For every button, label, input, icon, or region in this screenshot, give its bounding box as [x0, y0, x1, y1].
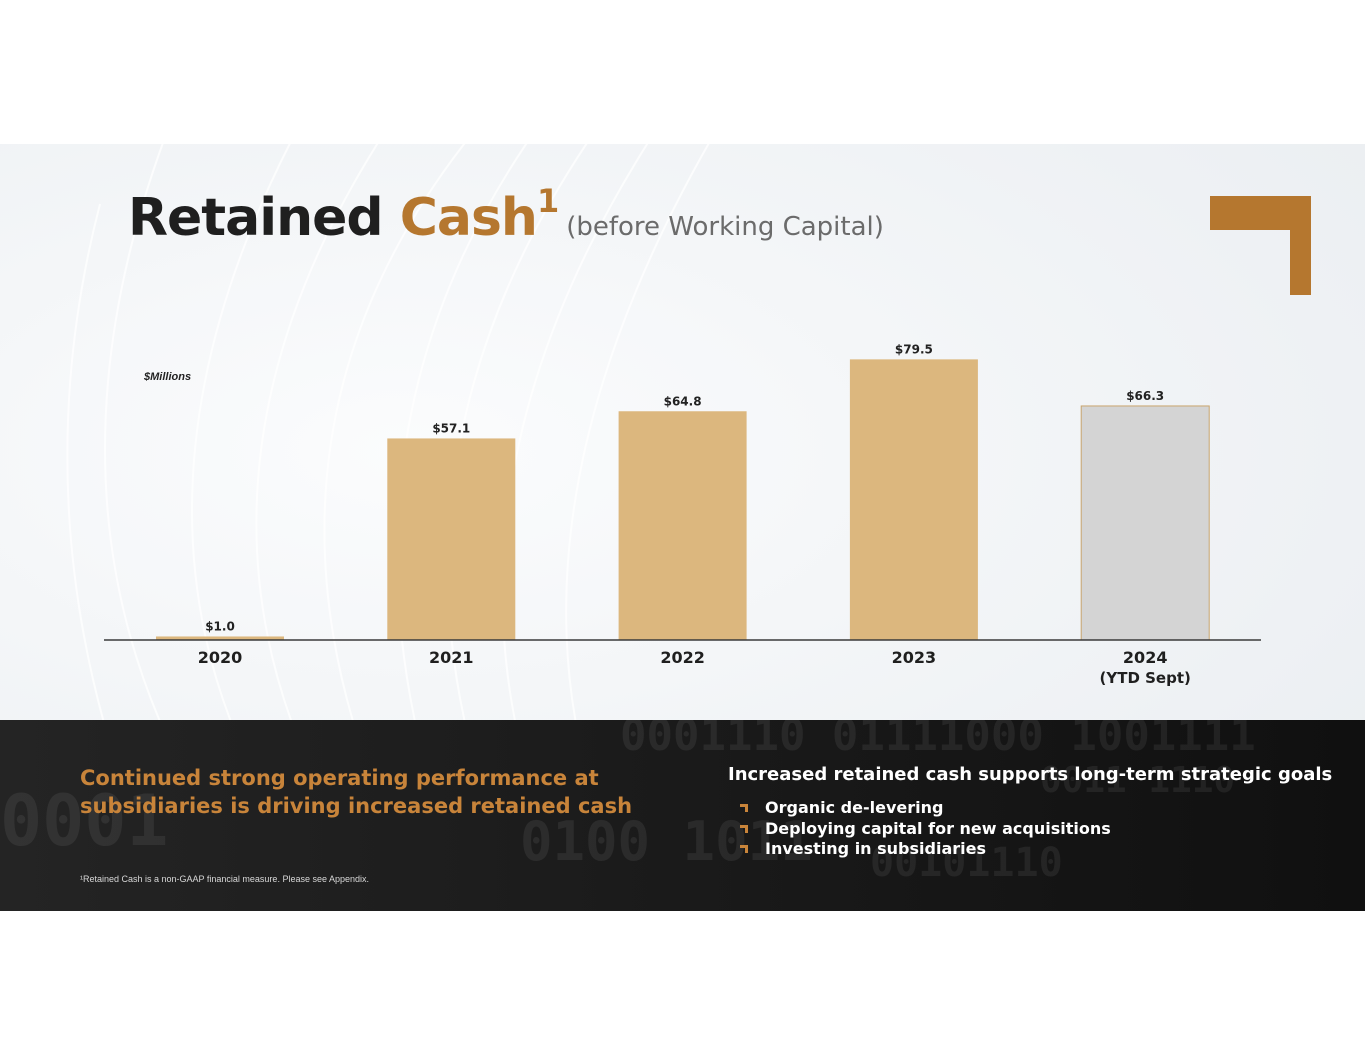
bar-2020	[156, 636, 284, 640]
bracket-bullet-icon	[740, 845, 748, 854]
binary-decoration: 0001	[0, 780, 169, 862]
data-label: $64.8	[664, 394, 702, 408]
x-tick-label: 2022	[660, 648, 705, 667]
goal-item: Organic de-levering	[740, 798, 1111, 819]
slide: Retained Cash1(before Working Capital) $…	[0, 144, 1365, 911]
bar-2024	[1080, 405, 1210, 641]
bar-2021	[387, 438, 516, 640]
title-accent: Cash1	[399, 182, 560, 248]
goals-title: Increased retained cash supports long-te…	[728, 764, 1333, 785]
footer-banner: 0001110 01111000 1001111 0011 1110 0100 …	[0, 720, 1365, 911]
corner-bracket-logo	[1210, 196, 1311, 295]
data-label: $1.0	[205, 619, 235, 633]
page-title: Retained Cash1(before Working Capital)	[128, 182, 884, 248]
binary-decoration: 00101110	[870, 840, 1063, 886]
goal-item: Deploying capital for new acquisitions	[740, 819, 1111, 840]
title-main: Retained	[128, 188, 400, 248]
data-label: $79.5	[895, 342, 933, 356]
goal-item: Investing in subsidiaries	[740, 839, 1111, 860]
title-subtitle: (before Working Capital)	[566, 212, 884, 242]
x-tick-label: 2021	[429, 648, 474, 667]
data-label: $66.3	[1126, 389, 1164, 403]
bracket-bullet-icon	[740, 824, 748, 833]
background-arcs	[66, 144, 710, 720]
bar-2023	[849, 359, 978, 640]
binary-decoration: 0100 1011	[520, 810, 813, 873]
x-tick-label: 2020	[198, 648, 243, 667]
unit-label: $Millions	[144, 371, 192, 383]
footnote: ¹Retained Cash is a non-GAAP financial m…	[80, 874, 370, 884]
bar-chart: $1.0 2020 $57.1 2021 $64.8 2022 $79.5 2023 $66.3…	[104, 342, 1261, 687]
footer-headline: Continued strong operating performance a…	[80, 766, 633, 818]
goals-list: Organic de-levering Deploying capital fo…	[740, 798, 1111, 860]
bracket-bullet-icon	[740, 804, 748, 813]
x-tick-sublabel: (YTD Sept)	[1100, 669, 1191, 687]
x-tick-label: 2024	[1123, 648, 1168, 667]
binary-decoration: 0011 1110	[1040, 760, 1236, 801]
x-tick-label: 2023	[892, 648, 937, 667]
bar-2022	[618, 411, 747, 640]
title-footnote-marker: 1	[536, 182, 559, 220]
data-label: $57.1	[432, 421, 470, 435]
binary-decoration: 0001110 01111000 1001111	[620, 720, 1256, 761]
